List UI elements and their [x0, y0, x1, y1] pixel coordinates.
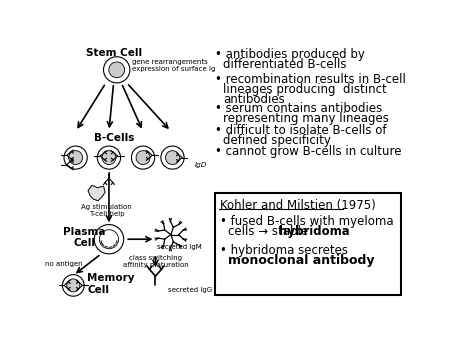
Text: hybridoma: hybridoma: [279, 224, 350, 238]
Text: • antibodies produced by: • antibodies produced by: [215, 48, 365, 61]
Text: IgD: IgD: [195, 162, 207, 168]
Text: • fused B-cells with myeloma: • fused B-cells with myeloma: [220, 215, 393, 227]
Circle shape: [67, 279, 80, 292]
Text: Stem Cell: Stem Cell: [86, 48, 142, 57]
Circle shape: [97, 146, 121, 169]
Circle shape: [104, 57, 130, 83]
Circle shape: [94, 224, 124, 254]
Text: • serum contains antibodies: • serum contains antibodies: [215, 102, 382, 115]
Circle shape: [166, 151, 180, 165]
Circle shape: [63, 275, 84, 296]
Text: Kohler and Milstien (1975): Kohler and Milstien (1975): [220, 199, 375, 212]
Text: • difficult to isolate B-cells of: • difficult to isolate B-cells of: [215, 124, 387, 137]
Text: differentiated B-cells: differentiated B-cells: [223, 58, 346, 71]
Circle shape: [161, 146, 184, 169]
Text: • cannot grow B-cells in culture: • cannot grow B-cells in culture: [215, 145, 401, 158]
Text: no antigen: no antigen: [45, 261, 83, 267]
Text: monoclonal antibody: monoclonal antibody: [228, 254, 374, 267]
Text: Memory
Cell: Memory Cell: [87, 273, 135, 295]
Text: secreted IgM: secreted IgM: [157, 244, 202, 250]
Text: defined specificity: defined specificity: [223, 134, 331, 147]
Text: • recombination results in B-cell: • recombination results in B-cell: [215, 73, 406, 86]
FancyBboxPatch shape: [215, 193, 401, 295]
Text: Plasma
Cell: Plasma Cell: [63, 227, 105, 248]
Text: IgM: IgM: [167, 147, 180, 153]
Text: class switching
affinity maturation: class switching affinity maturation: [122, 255, 188, 268]
Text: • hybridoma secretes: • hybridoma secretes: [220, 244, 348, 257]
Text: lineages producing  distinct: lineages producing distinct: [223, 83, 387, 96]
Text: gene rearrangements
expression of surface Ig: gene rearrangements expression of surfac…: [132, 59, 216, 72]
Text: B-Cells: B-Cells: [94, 134, 135, 143]
Text: representing many lineages: representing many lineages: [223, 112, 389, 125]
Circle shape: [99, 230, 118, 249]
Text: cells → stable: cells → stable: [228, 224, 311, 238]
Text: secreted IgG: secreted IgG: [168, 287, 212, 293]
Text: antibodies: antibodies: [223, 93, 284, 106]
Circle shape: [64, 146, 87, 169]
Polygon shape: [88, 185, 105, 201]
Circle shape: [109, 62, 125, 78]
Text: Ag stimulation
T-cell help: Ag stimulation T-cell help: [81, 204, 132, 217]
Circle shape: [136, 151, 150, 165]
Circle shape: [131, 146, 155, 169]
Circle shape: [69, 151, 83, 165]
Circle shape: [102, 151, 116, 165]
